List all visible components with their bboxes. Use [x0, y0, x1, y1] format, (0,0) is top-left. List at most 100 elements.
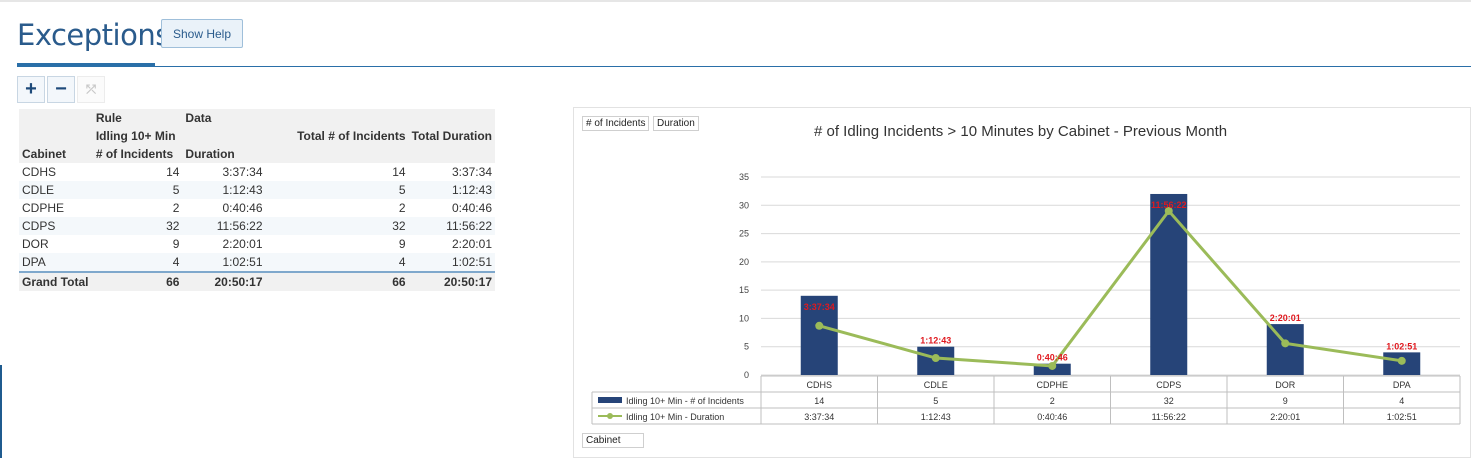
- cell-incidents: 9: [172, 237, 180, 251]
- header-total-duration[interactable]: Total Duration: [408, 127, 495, 145]
- show-help-button[interactable]: Show Help: [161, 19, 243, 48]
- cell-total-duration: 1:02:51: [408, 253, 495, 272]
- header-data[interactable]: Data: [182, 109, 266, 127]
- page-header: Exceptions Show Help: [17, 12, 1471, 66]
- grand-total-label: Grand Total: [19, 271, 93, 291]
- line-point: [815, 321, 824, 330]
- cell-cabinet: DPA: [19, 253, 93, 272]
- duration-data-label: 1:02:51: [1386, 341, 1417, 351]
- expand-all-button[interactable]: +: [17, 76, 45, 103]
- pivot-header-row-1: Rule Data: [19, 109, 495, 127]
- cell-cabinet: CDHS: [22, 165, 57, 179]
- cell-duration: 2:20:01: [222, 237, 263, 251]
- bar: [1266, 324, 1304, 375]
- x-category-label: CDHS: [806, 380, 832, 390]
- pivot-table: Rule Data Idling 10+ Min Total # of Inci…: [19, 109, 495, 291]
- minus-icon: −: [55, 78, 67, 100]
- cell-cabinet: CDPHE: [22, 201, 65, 215]
- header-duration[interactable]: Duration: [182, 145, 266, 163]
- table-row[interactable]: CDLE 5 1:12:43 5 1:12:43: [19, 181, 495, 199]
- x-category-label: CDPS: [1156, 380, 1181, 390]
- field-button-duration[interactable]: Duration: [653, 116, 699, 131]
- reset-button[interactable]: ⤱: [77, 76, 105, 103]
- x-category-label: CDLE: [924, 380, 948, 390]
- cell-total-duration: 1:12:43: [408, 181, 495, 199]
- title-underline: [17, 63, 155, 66]
- table-value-incidents: 32: [1164, 396, 1174, 406]
- legend-key-bars: [598, 397, 622, 403]
- field-button-incidents[interactable]: # of Incidents: [582, 116, 650, 131]
- y-tick-label: 30: [739, 200, 749, 210]
- cell-total-incidents: 4: [265, 253, 409, 272]
- cell-duration: 1:02:51: [182, 253, 266, 272]
- cell-total-incidents: 9: [398, 237, 406, 251]
- table-value-incidents: 4: [1399, 396, 1404, 406]
- duration-data-label: 0:40:46: [1037, 353, 1068, 363]
- header-total-incidents[interactable]: Total # of Incidents: [265, 127, 409, 145]
- duration-data-label: 3:37:34: [804, 302, 835, 312]
- line-point: [1164, 206, 1173, 215]
- cell-total-duration: 0:40:46: [451, 201, 492, 215]
- line-point: [1397, 356, 1406, 365]
- table-row[interactable]: CDPS 32 11:56:22 32 11:56:22: [19, 217, 495, 235]
- cell-duration: 0:40:46: [222, 201, 263, 215]
- cell-total-incidents: 2: [398, 201, 406, 215]
- cell-total-duration: 2:20:01: [451, 237, 492, 251]
- line-point: [1281, 339, 1290, 348]
- reset-icon: ⤱: [86, 82, 96, 96]
- x-category-label: DPA: [1393, 380, 1411, 390]
- cell-incidents: 2: [172, 201, 180, 215]
- table-value-duration: 11:56:22: [1152, 412, 1186, 422]
- page-title: Exceptions: [17, 18, 170, 52]
- grand-total-total-incidents: 66: [265, 271, 409, 291]
- table-value-incidents: 9: [1283, 396, 1288, 406]
- y-tick-label: 35: [739, 172, 749, 182]
- table-value-duration: 3:37:34: [804, 412, 834, 422]
- left-accent-bar: [0, 365, 2, 458]
- pivot-header-row-2: Idling 10+ Min Total # of Incidents Tota…: [19, 127, 495, 145]
- plus-icon: +: [25, 78, 37, 100]
- grand-total-row[interactable]: Grand Total 66 20:50:17 66 20:50:17: [19, 271, 495, 291]
- duration-line: [818, 208, 1402, 368]
- x-category-label: DOR: [1275, 380, 1296, 390]
- header-rule[interactable]: Rule: [92, 109, 183, 127]
- y-tick-label: 10: [739, 313, 749, 323]
- cell-total-incidents: 14: [392, 165, 406, 179]
- duration-data-label: 11:56:22: [1151, 200, 1187, 210]
- y-tick-label: 0: [744, 370, 749, 380]
- y-tick-label: 20: [739, 257, 749, 267]
- top-border: [0, 0, 1471, 2]
- header-cabinet[interactable]: Cabinet: [19, 145, 93, 163]
- cell-total-duration: 3:37:34: [451, 165, 492, 179]
- cell-incidents: 5: [92, 181, 183, 199]
- header-idling[interactable]: Idling 10+ Min: [92, 127, 183, 145]
- cell-incidents: 32: [92, 217, 183, 235]
- table-row[interactable]: CDHS 14 3:37:34 14 3:37:34: [19, 163, 495, 181]
- table-value-duration: 1:12:43: [921, 412, 951, 422]
- bar: [800, 295, 838, 375]
- table-row[interactable]: DOR 9 2:20:01 9 2:20:01: [19, 235, 495, 253]
- table-row[interactable]: DPA 4 1:02:51 4 1:02:51: [19, 253, 495, 272]
- legend-label-bars: Idling 10+ Min - # of Incidents: [626, 396, 744, 406]
- y-tick-label: 25: [739, 229, 749, 239]
- table-row[interactable]: CDPHE 2 0:40:46 2 0:40:46: [19, 199, 495, 217]
- field-button-cabinet[interactable]: Cabinet: [582, 433, 644, 448]
- line-point: [1048, 361, 1057, 370]
- cell-cabinet: CDPS: [19, 217, 93, 235]
- header-incidents[interactable]: # of Incidents: [92, 145, 183, 163]
- cell-cabinet: CDLE: [19, 181, 93, 199]
- chart-svg: 051015202530353:37:341:12:430:40:4611:56…: [591, 172, 1461, 425]
- cell-total-incidents: 5: [265, 181, 409, 199]
- cell-total-incidents: 32: [265, 217, 409, 235]
- bar: [1150, 193, 1188, 375]
- pivot-header-row-3: Cabinet # of Incidents Duration: [19, 145, 495, 163]
- cell-duration: 3:37:34: [222, 165, 263, 179]
- table-value-duration: 0:40:46: [1037, 412, 1067, 422]
- cell-duration: 1:12:43: [182, 181, 266, 199]
- table-value-incidents: 14: [814, 396, 824, 406]
- cell-incidents: 4: [92, 253, 183, 272]
- collapse-all-button[interactable]: −: [47, 76, 75, 103]
- x-category-label: CDPHE: [1036, 380, 1068, 390]
- cell-duration: 11:56:22: [182, 217, 266, 235]
- cell-total-duration: 11:56:22: [408, 217, 495, 235]
